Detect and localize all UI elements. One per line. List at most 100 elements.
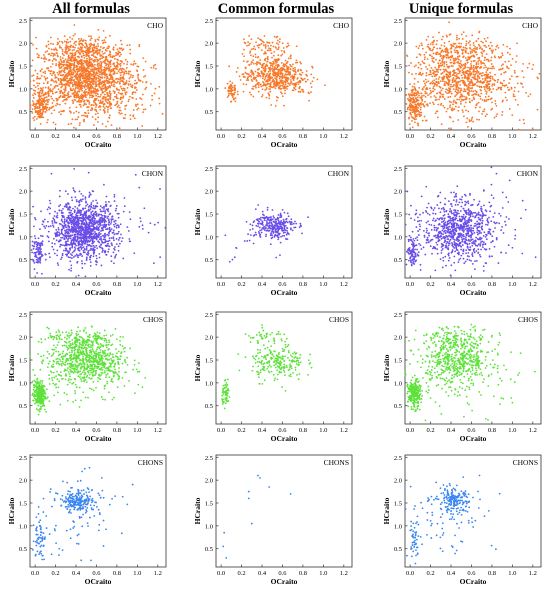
data-point — [110, 228, 113, 231]
data-point — [538, 72, 541, 75]
data-point — [454, 84, 457, 87]
data-point — [442, 75, 445, 78]
data-point — [62, 83, 65, 86]
data-point — [252, 74, 255, 76]
data-point — [445, 110, 448, 113]
data-point — [465, 109, 467, 112]
y-tick-label: 2.5 — [19, 166, 27, 173]
data-point — [277, 63, 280, 66]
data-point — [92, 90, 95, 93]
data-point — [74, 118, 77, 121]
data-point — [95, 68, 98, 71]
data-point — [490, 91, 493, 93]
data-point — [491, 65, 494, 68]
data-point — [37, 54, 40, 57]
data-point — [97, 45, 100, 48]
data-point — [274, 64, 277, 67]
x-tick-label: 1.0 — [133, 281, 141, 288]
data-point — [96, 53, 99, 56]
data-point — [42, 71, 45, 74]
data-point — [95, 106, 97, 108]
data-point — [151, 98, 154, 101]
data-point — [65, 63, 68, 66]
data-point — [55, 81, 58, 84]
data-point — [474, 89, 477, 92]
data-point — [70, 78, 73, 81]
data-point — [91, 116, 94, 118]
data-point — [312, 76, 315, 79]
data-point — [112, 251, 115, 254]
data-point — [91, 47, 94, 49]
data-point — [93, 217, 96, 220]
data-point — [437, 53, 440, 56]
data-point — [53, 86, 56, 89]
data-point — [426, 103, 429, 106]
data-point — [95, 77, 98, 79]
data-point — [242, 90, 245, 93]
data-point — [86, 51, 89, 54]
data-point — [504, 96, 507, 99]
data-point — [293, 83, 296, 86]
data-point — [460, 102, 462, 105]
data-point — [503, 85, 506, 87]
data-point — [52, 99, 55, 102]
data-point — [119, 92, 122, 95]
data-point — [243, 55, 245, 58]
data-point — [461, 71, 464, 74]
data-point — [41, 113, 44, 116]
data-point — [80, 64, 83, 67]
data-point — [480, 72, 482, 75]
data-point — [458, 77, 461, 80]
data-point — [38, 97, 41, 100]
data-point — [459, 91, 462, 94]
data-point — [436, 92, 439, 95]
data-point — [71, 82, 74, 84]
data-point — [88, 75, 91, 78]
data-point — [512, 95, 515, 98]
data-point — [105, 58, 108, 61]
data-point — [277, 71, 280, 73]
data-point — [457, 106, 460, 109]
data-point — [54, 80, 57, 83]
data-point — [56, 262, 59, 265]
data-point — [253, 45, 256, 48]
data-point — [75, 40, 78, 43]
data-point — [428, 54, 431, 56]
data-point — [100, 87, 103, 90]
data-point — [83, 46, 86, 48]
data-point — [39, 87, 42, 90]
data-point — [412, 109, 415, 112]
data-point — [106, 111, 109, 113]
x-axis-label: OCraito — [460, 140, 487, 149]
data-point — [269, 83, 272, 85]
data-point — [78, 204, 80, 207]
x-tick-label: 0.2 — [52, 281, 60, 288]
data-point — [478, 59, 481, 62]
data-point — [283, 65, 286, 68]
data-point — [95, 45, 98, 48]
data-point — [469, 87, 472, 90]
data-point — [411, 98, 413, 101]
data-point — [121, 92, 124, 95]
data-point — [48, 47, 50, 50]
data-point — [125, 67, 128, 69]
data-point — [263, 69, 266, 72]
data-point — [459, 46, 461, 49]
data-point — [104, 84, 107, 87]
data-point — [103, 183, 105, 186]
data-point — [490, 108, 493, 111]
data-point — [88, 101, 91, 104]
data-point — [62, 109, 65, 112]
data-point — [77, 254, 80, 257]
data-point — [57, 38, 59, 40]
data-point — [68, 79, 71, 82]
data-point — [134, 91, 137, 94]
data-point — [95, 257, 98, 260]
y-tick-label: 2.0 — [394, 41, 402, 48]
data-point — [119, 242, 121, 245]
data-point — [77, 70, 80, 73]
data-point — [450, 92, 453, 95]
data-point — [477, 71, 480, 74]
data-point — [117, 80, 119, 83]
data-point — [99, 108, 102, 111]
